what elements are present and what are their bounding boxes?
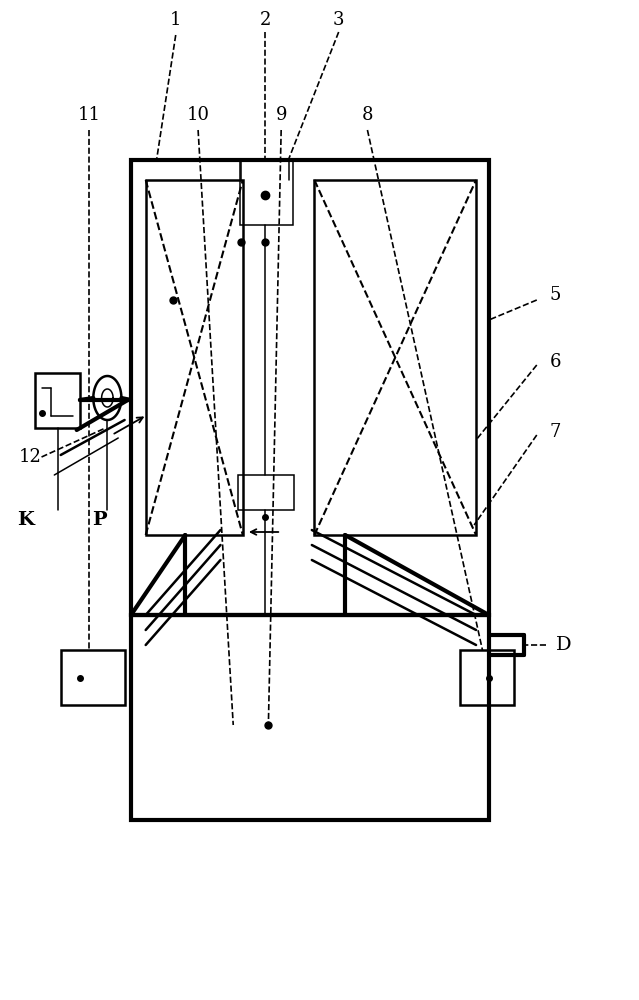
Bar <box>240 160 293 225</box>
Bar <box>131 615 489 820</box>
Text: 12: 12 <box>19 448 42 466</box>
Bar <box>35 373 80 428</box>
Text: 5: 5 <box>550 286 561 304</box>
Text: 6: 6 <box>550 353 561 371</box>
Text: 3: 3 <box>333 11 344 29</box>
Text: P: P <box>92 511 106 529</box>
Text: 8: 8 <box>362 106 373 124</box>
Text: 7: 7 <box>550 423 561 441</box>
Text: 2: 2 <box>259 11 271 29</box>
Text: K: K <box>17 511 34 529</box>
Bar <box>314 180 476 535</box>
Bar <box>131 160 489 615</box>
Bar <box>460 650 514 705</box>
Text: 9: 9 <box>275 106 287 124</box>
Bar <box>146 180 243 535</box>
Bar <box>238 475 294 510</box>
Text: D: D <box>556 636 571 654</box>
Text: 1: 1 <box>170 11 181 29</box>
Text: 10: 10 <box>187 106 210 124</box>
Bar <box>61 650 125 705</box>
Text: 11: 11 <box>78 106 101 124</box>
